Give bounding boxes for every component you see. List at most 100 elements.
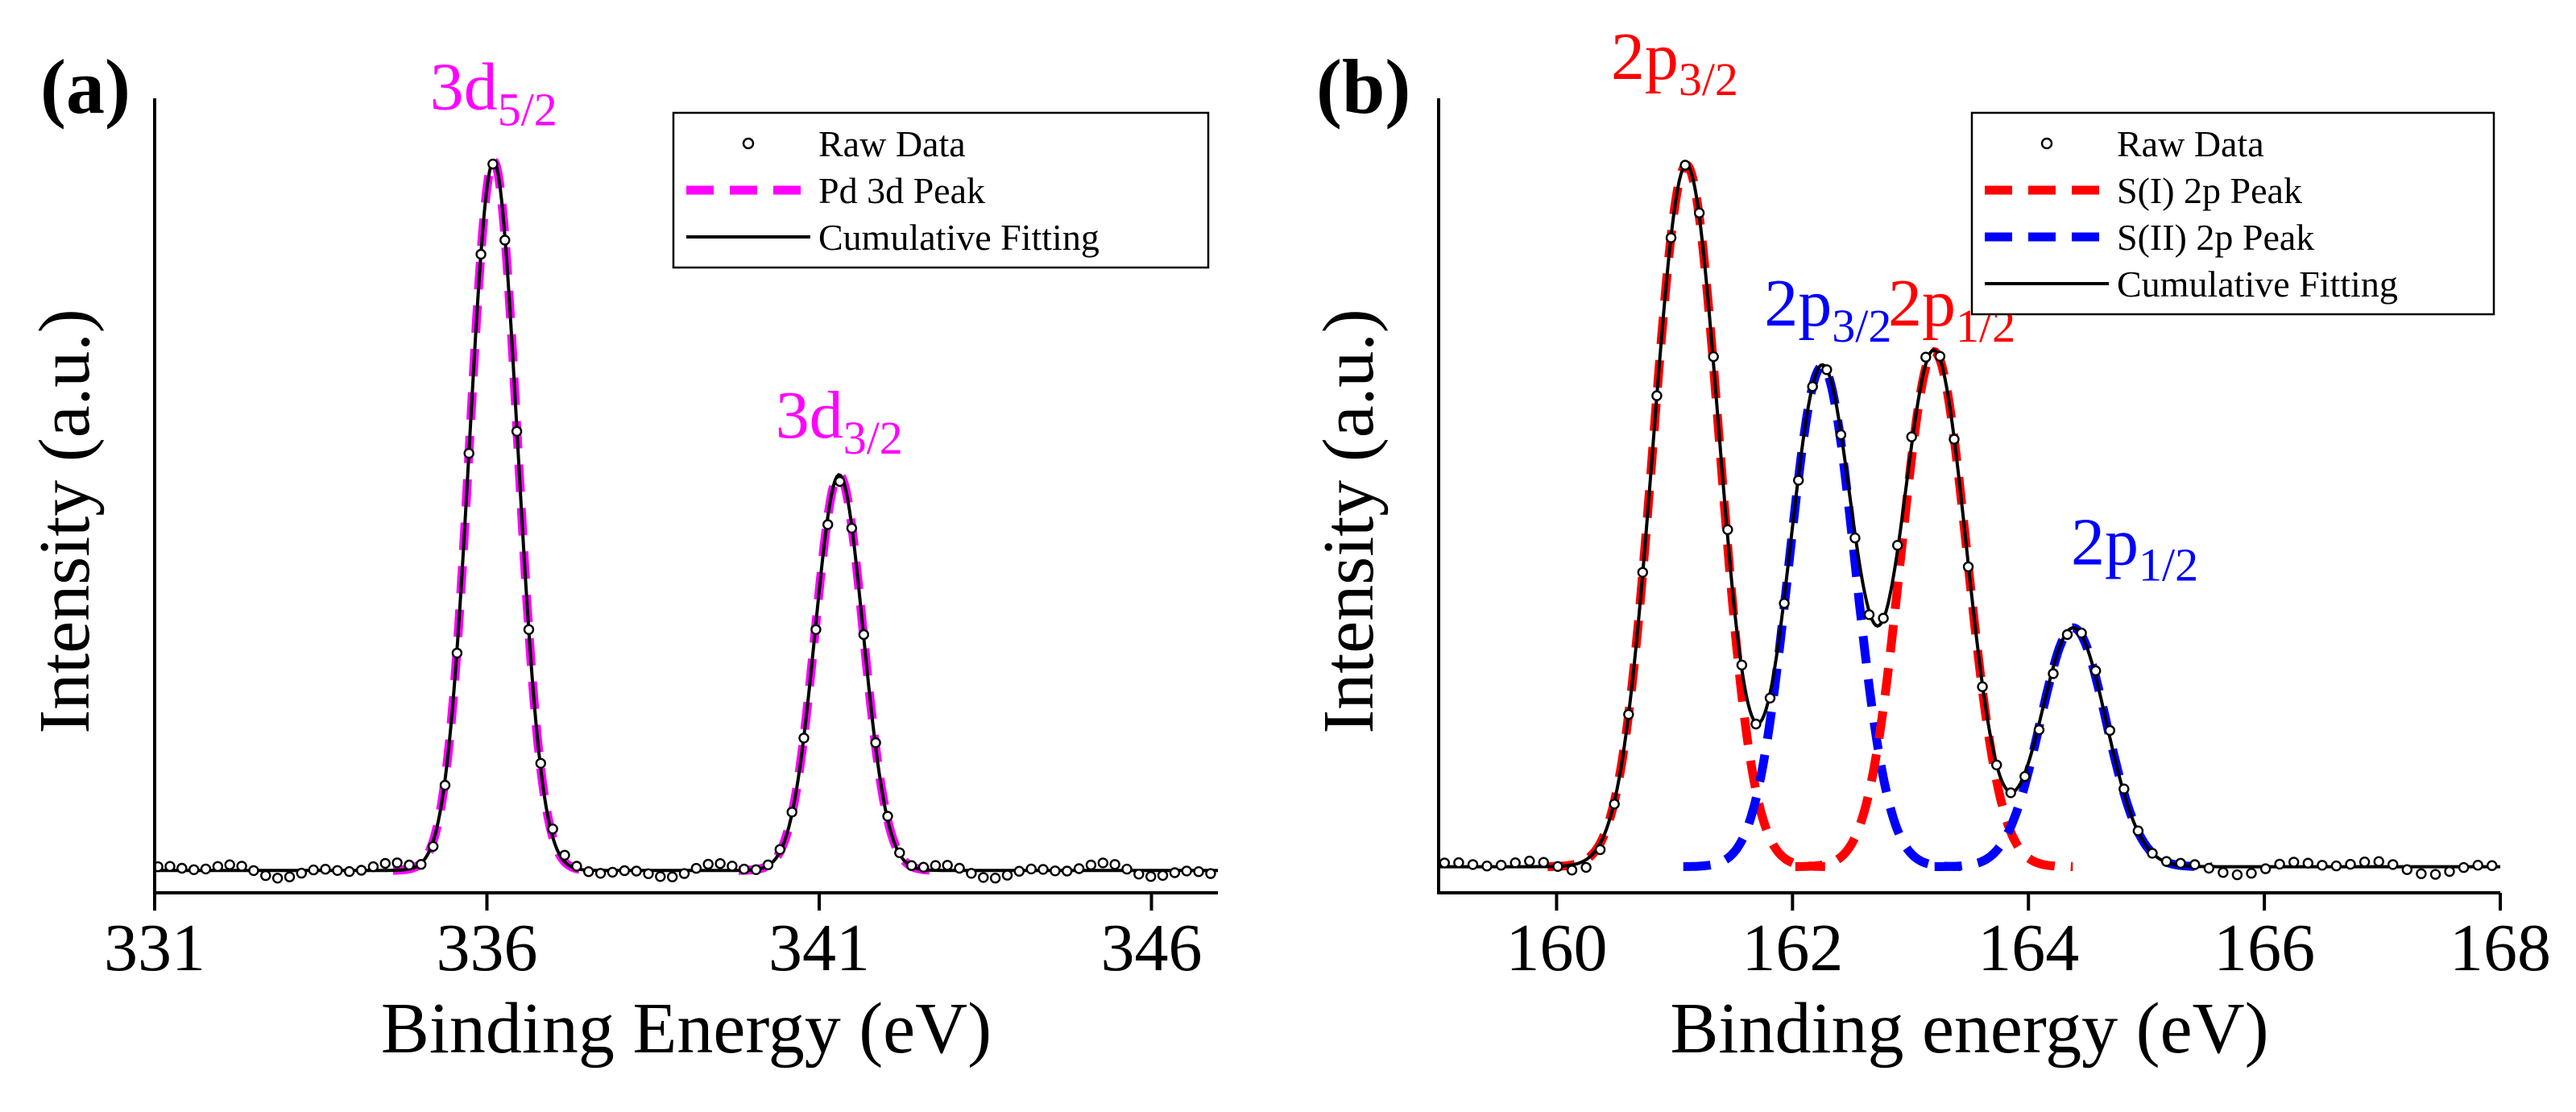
legend-marker xyxy=(742,137,755,150)
legend-box xyxy=(672,111,1210,269)
raw-data-point xyxy=(762,859,774,871)
raw-data-point xyxy=(212,861,224,873)
legend-label: Cumulative Fitting xyxy=(818,217,1100,258)
peak-annotation: 2p1/2 xyxy=(2071,504,2198,591)
raw-data-point xyxy=(2259,863,2272,874)
legend-label: Raw Data xyxy=(2117,123,2264,164)
x-tick-label: 164 xyxy=(1978,911,2079,985)
raw-data-point xyxy=(2104,724,2116,736)
peak-annotation: 3d5/2 xyxy=(430,49,557,135)
raw-data-point xyxy=(1722,524,1733,535)
raw-data-point xyxy=(2274,858,2285,870)
y-axis-label: Intensity (a.u.) xyxy=(25,309,105,733)
raw-data-point xyxy=(499,234,511,246)
raw-data-point xyxy=(1145,870,1157,882)
raw-data-point xyxy=(1097,857,1109,869)
raw-data-point xyxy=(2416,868,2427,880)
raw-data-point xyxy=(559,849,570,861)
raw-data-point xyxy=(2444,865,2455,878)
raw-data-point xyxy=(1538,857,1550,868)
raw-data-point xyxy=(1109,859,1120,870)
raw-data-point xyxy=(428,840,439,853)
raw-data-point xyxy=(2288,857,2300,868)
plot-area xyxy=(1439,160,2500,881)
raw-data-point xyxy=(1835,429,1847,441)
raw-data-point xyxy=(1037,864,1049,875)
raw-data-point xyxy=(2472,859,2483,871)
raw-data-point xyxy=(1990,759,2002,770)
raw-data-point xyxy=(379,857,391,869)
x-tick-label: 160 xyxy=(1505,911,1607,985)
raw-data-point xyxy=(2246,867,2257,879)
raw-data-point xyxy=(954,862,965,874)
raw-data-point xyxy=(1792,475,1804,486)
raw-data-point xyxy=(155,861,164,873)
raw-data-point xyxy=(1764,692,1776,703)
legend-label: S(II) 2p Peak xyxy=(2117,217,2314,258)
raw-data-point xyxy=(822,519,834,530)
raw-data-point xyxy=(1121,863,1133,875)
raw-data-point xyxy=(332,865,343,877)
raw-data-point xyxy=(655,871,666,882)
raw-data-point xyxy=(786,807,797,818)
raw-data-point xyxy=(583,865,594,878)
raw-data-point xyxy=(643,868,654,880)
raw-data-point xyxy=(894,847,905,859)
legend: Raw Data Pd 3d Peak Cumulative Fitting xyxy=(672,111,1210,269)
raw-data-point xyxy=(1779,598,1790,609)
raw-data-point xyxy=(1453,857,1464,869)
x-axis-label: Binding Energy (eV) xyxy=(381,989,992,1068)
raw-data-point xyxy=(367,861,379,873)
raw-data-point xyxy=(1962,561,1974,573)
raw-data-point xyxy=(2048,668,2059,679)
raw-data-point xyxy=(511,425,523,437)
raw-data-point xyxy=(188,864,200,876)
raw-data-point xyxy=(224,859,235,870)
legend-label: Pd 3d Peak xyxy=(818,170,985,211)
x-tick-label: 336 xyxy=(437,911,538,985)
raw-data-point xyxy=(1807,381,1818,392)
panel-label: (a) xyxy=(40,44,130,130)
raw-data-point xyxy=(1934,351,1946,362)
raw-data-point xyxy=(1609,799,1620,810)
raw-data-point xyxy=(1580,861,1592,873)
raw-data-point xyxy=(2330,860,2342,872)
raw-data-point xyxy=(176,862,188,874)
panel-label: (b) xyxy=(1316,44,1410,130)
raw-data-point xyxy=(870,737,881,749)
raw-data-point xyxy=(164,861,176,872)
raw-data-point xyxy=(2175,857,2186,869)
raw-data-point xyxy=(260,869,271,882)
raw-data-point xyxy=(1073,863,1085,874)
raw-data-point xyxy=(1949,434,1960,445)
component-peak-1 xyxy=(393,156,594,875)
raw-data-point xyxy=(2401,864,2413,875)
raw-data-point xyxy=(1061,865,1073,877)
raw-data-point xyxy=(308,864,319,876)
raw-data-point xyxy=(810,624,822,635)
raw-data-point xyxy=(2033,724,2045,736)
x-tick-label: 168 xyxy=(2450,911,2551,985)
raw-data-point xyxy=(2429,869,2441,880)
raw-data-point xyxy=(1623,708,1634,720)
raw-data-point xyxy=(1467,859,1479,870)
raw-data-point xyxy=(1193,865,1204,878)
x-tick-label: 331 xyxy=(104,911,205,985)
raw-data-point xyxy=(2203,862,2215,874)
raw-data-point xyxy=(1552,861,1563,873)
raw-data-point xyxy=(1205,868,1216,879)
raw-data-point xyxy=(320,863,331,875)
raw-data-point xyxy=(714,857,726,869)
raw-data-point xyxy=(1050,865,1061,877)
raw-data-point xyxy=(1708,351,1719,363)
raw-data-point xyxy=(1891,540,1903,551)
raw-data-point xyxy=(355,865,367,876)
legend-marker xyxy=(2040,137,2053,150)
x-tick-label: 341 xyxy=(768,911,870,985)
raw-data-point xyxy=(200,863,212,875)
raw-data-point xyxy=(966,868,977,879)
legend-label: Raw Data xyxy=(818,123,966,164)
raw-data-point xyxy=(1481,860,1493,872)
x-tick-label: 162 xyxy=(1741,911,1843,985)
peak-annotation: 2p3/2 xyxy=(1611,19,1738,106)
